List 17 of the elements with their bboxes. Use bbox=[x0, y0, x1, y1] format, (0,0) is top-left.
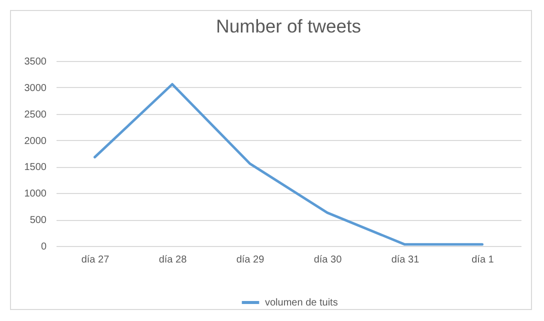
y-tick-label: 0 bbox=[40, 242, 47, 252]
x-tick-label: día 30 bbox=[314, 254, 342, 266]
chart-title: Number of tweets bbox=[216, 16, 361, 36]
x-tick-label: día 29 bbox=[236, 254, 265, 266]
y-tick-label: 2500 bbox=[24, 109, 47, 120]
y-tick-label: 1500 bbox=[24, 162, 47, 174]
y-tick-label: 3000 bbox=[24, 82, 47, 94]
x-tick-label: día 31 bbox=[391, 254, 420, 266]
x-tick-label: día 28 bbox=[158, 254, 188, 266]
x-tick-label: día 1 bbox=[472, 254, 494, 266]
x-tick-label: día 27 bbox=[81, 254, 110, 266]
y-tick-label: 2000 bbox=[24, 136, 47, 147]
y-tick-label: 3500 bbox=[24, 56, 47, 68]
line-series bbox=[94, 83, 484, 246]
legend-label: volumen de tuits bbox=[265, 298, 338, 308]
y-tick-label: 500 bbox=[30, 215, 47, 226]
y-tick-label: 1000 bbox=[24, 188, 47, 200]
